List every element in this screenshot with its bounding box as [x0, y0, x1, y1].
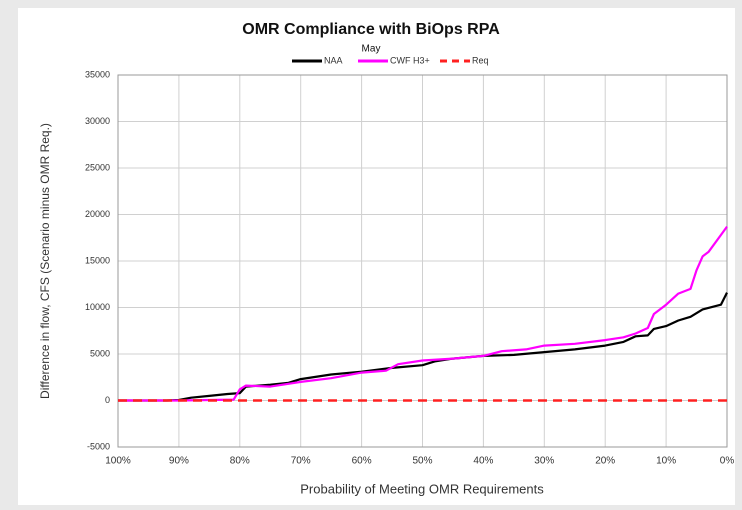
y-tick-label: 0 — [105, 395, 110, 405]
x-tick-label: 30% — [534, 456, 554, 467]
x-tick-label: 40% — [473, 456, 493, 467]
y-tick-label: 35000 — [85, 69, 110, 79]
legend-label: NAA — [324, 55, 343, 65]
y-tick-label: 15000 — [85, 255, 110, 265]
legend-label: Req — [472, 55, 489, 65]
y-tick-label: 5000 — [90, 348, 110, 358]
x-axis-label: Probability of Meeting OMR Requirements — [300, 481, 544, 496]
y-axis-label: Difference in flow, CFS (Scenario minus … — [38, 123, 52, 399]
series-line — [118, 225, 728, 402]
plot-border — [117, 74, 728, 448]
y-tick-label: 30000 — [85, 116, 110, 126]
y-tick-label: 10000 — [85, 302, 110, 312]
x-tick-label: 10% — [656, 456, 676, 467]
x-tick-label: 0% — [720, 456, 735, 467]
chart-subtitle: May — [362, 44, 381, 55]
x-tick-label: 70% — [291, 456, 311, 467]
y-tick-label: 25000 — [85, 162, 110, 172]
x-tick-label: 50% — [412, 456, 432, 467]
x-tick-label: 90% — [169, 456, 189, 467]
x-tick-label: 100% — [105, 456, 131, 467]
chart-title: OMR Compliance with BiOps RPA — [242, 21, 500, 38]
y-tick-label: -5000 — [87, 441, 110, 451]
y-tick-label: 20000 — [85, 209, 110, 219]
x-tick-label: 60% — [352, 456, 372, 467]
legend-label: CWF H3+ — [390, 55, 430, 65]
x-tick-label: 20% — [595, 456, 615, 467]
chart-panel — [18, 8, 735, 505]
x-tick-label: 80% — [230, 456, 250, 467]
